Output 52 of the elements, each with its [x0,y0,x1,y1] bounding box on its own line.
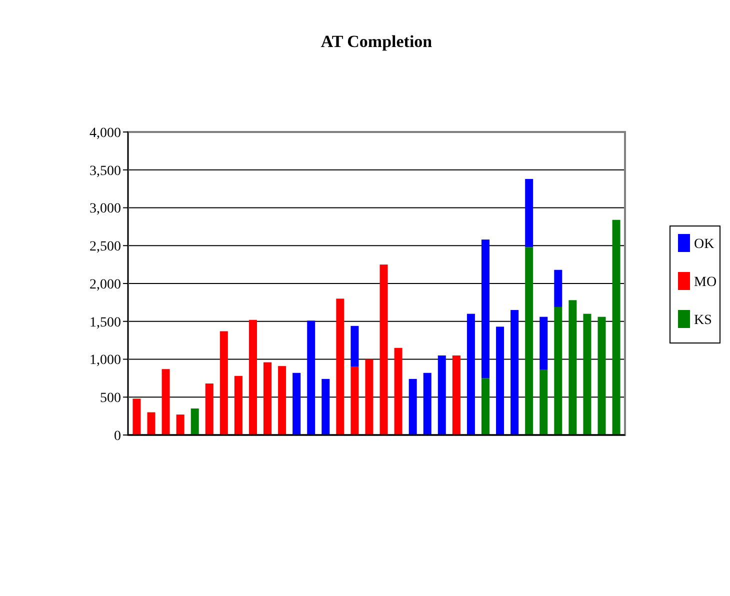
bar [438,355,446,435]
bar [394,348,402,435]
bar [510,310,519,435]
bar [162,369,170,435]
bar [554,270,562,307]
bar [612,220,620,435]
legend-label: OK [694,236,714,252]
y-tick-label: 0 [114,428,121,444]
legend-label: MO [694,274,717,290]
bar [220,331,228,435]
bar [336,298,344,435]
bar [380,264,388,435]
bar [481,240,490,378]
bar [423,372,432,435]
bar [540,316,548,370]
bar [307,320,316,435]
bar [176,414,184,435]
y-tick-label: 1,000 [90,353,121,368]
bar [132,398,141,435]
bar [322,378,330,435]
bar [365,359,374,435]
bar [568,300,577,435]
bar [234,376,242,435]
bar [466,314,475,435]
bar [408,378,417,435]
bar [292,372,301,435]
bar [190,408,199,435]
bar [205,383,214,435]
bar [452,355,460,435]
bar [496,326,504,435]
bar [598,316,606,435]
bar [248,320,257,435]
y-tick-label: 4,000 [90,126,121,141]
y-tick-label: 2,500 [90,240,121,255]
bar [350,366,359,435]
bar [278,366,286,435]
y-tick-label: 3,500 [90,164,121,179]
bar [540,370,548,435]
chart-title: AT Completion [320,32,433,51]
bar [264,362,272,435]
y-tick-label: 500 [100,391,121,406]
bar [554,306,562,435]
bar [350,326,359,367]
y-tick-label: 2,000 [90,277,121,292]
bar [525,178,534,248]
y-tick-label: 3,000 [90,202,121,217]
bar [583,314,592,435]
bar [147,412,156,435]
y-tick-label: 1,500 [90,315,121,330]
bar [481,378,490,435]
bar [525,247,534,435]
legend-label: KS [694,312,712,328]
